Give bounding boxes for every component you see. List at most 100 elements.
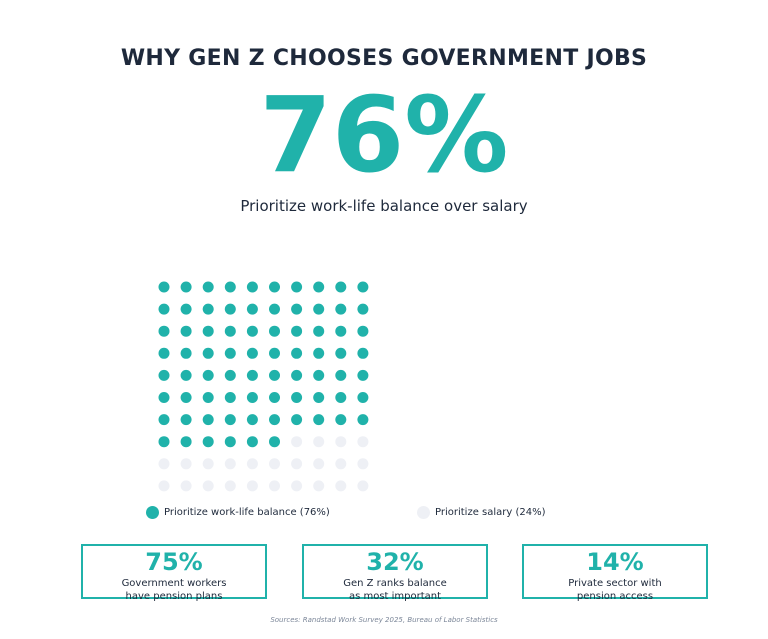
waffle-dot-salary bbox=[313, 480, 325, 492]
waffle-dot-balance bbox=[246, 392, 258, 403]
stat-value: 75% bbox=[145, 548, 203, 576]
waffle-dot-balance bbox=[357, 347, 369, 359]
waffle-dot-balance bbox=[269, 436, 280, 448]
waffle-dot-salary bbox=[291, 458, 303, 470]
waffle-dot-balance bbox=[246, 303, 258, 315]
waffle-dot-balance bbox=[158, 347, 170, 359]
hero-percentage: 76% bbox=[259, 74, 509, 196]
waffle-dot-balance bbox=[202, 325, 214, 337]
waffle-dot-salary bbox=[335, 436, 347, 448]
waffle-dot-salary bbox=[246, 480, 258, 492]
waffle-dot-balance bbox=[335, 281, 347, 293]
waffle-dot-balance bbox=[224, 369, 236, 381]
waffle-dot-balance bbox=[313, 281, 325, 293]
waffle-dot-salary bbox=[357, 458, 369, 470]
waffle-dot-salary bbox=[202, 480, 214, 492]
waffle-dot-balance bbox=[291, 414, 303, 426]
stat-value: 14% bbox=[586, 548, 644, 576]
legend-label-salary: Prioritize salary (24%) bbox=[435, 507, 546, 518]
waffle-dot-balance bbox=[269, 325, 280, 337]
stat-label: Government workers have pension plans bbox=[121, 578, 227, 602]
waffle-dot-balance bbox=[180, 369, 192, 381]
legend-item-balance: Prioritize work-life balance (76%) bbox=[146, 506, 330, 519]
waffle-dot-salary bbox=[202, 458, 214, 470]
waffle-dot-balance bbox=[291, 281, 303, 293]
hero-caption: Prioritize work-life balance over salary bbox=[240, 197, 528, 215]
waffle-dot-balance bbox=[158, 325, 170, 337]
waffle-dot-balance bbox=[180, 414, 192, 426]
waffle-dot-balance bbox=[291, 303, 303, 315]
waffle-dot-balance bbox=[291, 392, 303, 403]
waffle-dot-balance bbox=[246, 325, 258, 337]
waffle-dot-salary bbox=[269, 458, 280, 470]
waffle-dot-balance bbox=[180, 281, 192, 293]
waffle-dot-balance bbox=[357, 369, 369, 381]
waffle-dot-balance bbox=[224, 303, 236, 315]
waffle-dot-balance bbox=[202, 414, 214, 426]
waffle-dot-balance bbox=[158, 436, 170, 448]
waffle-dot-balance bbox=[335, 303, 347, 315]
waffle-dot-salary bbox=[246, 458, 258, 470]
waffle-dot-balance bbox=[180, 303, 192, 315]
waffle-dot-balance bbox=[202, 347, 214, 359]
waffle-dot-balance bbox=[202, 369, 214, 381]
waffle-dot-balance bbox=[357, 281, 369, 293]
legend-swatch-salary bbox=[417, 506, 430, 519]
waffle-dot-balance bbox=[313, 414, 325, 426]
waffle-chart bbox=[158, 281, 369, 492]
waffle-dot-salary bbox=[224, 458, 236, 470]
waffle-dot-balance bbox=[291, 347, 303, 359]
waffle-dot-balance bbox=[224, 325, 236, 337]
waffle-dot-balance bbox=[291, 325, 303, 337]
waffle-dot-balance bbox=[269, 303, 280, 315]
waffle-dot-salary bbox=[180, 480, 192, 492]
stat-label: Gen Z ranks balance as most important bbox=[343, 578, 447, 602]
sources-note: Sources: Randstad Work Survey 2025, Bure… bbox=[270, 616, 498, 624]
waffle-dot-balance bbox=[335, 325, 347, 337]
waffle-dot-balance bbox=[224, 347, 236, 359]
waffle-dot-salary bbox=[335, 458, 347, 470]
stat-value: 32% bbox=[366, 548, 424, 576]
waffle-dot-balance bbox=[357, 414, 369, 426]
waffle-dot-balance bbox=[158, 303, 170, 315]
waffle-dot-balance bbox=[269, 281, 280, 293]
waffle-dot-salary bbox=[357, 480, 369, 492]
waffle-dot-balance bbox=[269, 414, 280, 426]
legend-item-salary: Prioritize salary (24%) bbox=[417, 506, 546, 519]
waffle-dot-balance bbox=[269, 369, 280, 381]
legend-swatch-balance bbox=[146, 506, 159, 519]
waffle-dot-salary bbox=[158, 458, 170, 470]
waffle-dot-balance bbox=[335, 347, 347, 359]
waffle-dot-balance bbox=[180, 347, 192, 359]
waffle-dot-balance bbox=[202, 281, 214, 293]
waffle-dot-balance bbox=[246, 436, 258, 448]
waffle-dot-balance bbox=[246, 347, 258, 359]
waffle-dot-salary bbox=[335, 480, 347, 492]
waffle-dot-balance bbox=[357, 325, 369, 337]
waffle-dot-balance bbox=[291, 369, 303, 381]
waffle-dot-balance bbox=[313, 303, 325, 315]
waffle-dot-salary bbox=[291, 480, 303, 492]
waffle-dot-balance bbox=[158, 281, 170, 293]
waffle-dot-balance bbox=[202, 303, 214, 315]
waffle-dot-salary bbox=[313, 436, 325, 448]
stat-label: Private sector with pension access bbox=[568, 578, 662, 602]
waffle-dot-balance bbox=[335, 392, 347, 403]
waffle-dot-salary bbox=[180, 458, 192, 470]
waffle-dot-balance bbox=[335, 369, 347, 381]
waffle-dot-balance bbox=[313, 347, 325, 359]
waffle-dot-salary bbox=[224, 480, 236, 492]
waffle-dot-balance bbox=[224, 281, 236, 293]
waffle-dot-balance bbox=[202, 392, 214, 403]
waffle-dot-balance bbox=[269, 347, 280, 359]
waffle-dot-balance bbox=[180, 325, 192, 337]
waffle-dot-balance bbox=[180, 392, 192, 403]
waffle-dot-salary bbox=[313, 458, 325, 470]
waffle-dot-balance bbox=[158, 414, 170, 426]
waffle-dot-balance bbox=[180, 436, 192, 448]
waffle-dot-balance bbox=[246, 414, 258, 426]
waffle-dot-balance bbox=[313, 325, 325, 337]
waffle-dot-balance bbox=[335, 414, 347, 426]
legend-label-balance: Prioritize work-life balance (76%) bbox=[164, 507, 330, 518]
waffle-dot-balance bbox=[224, 392, 236, 403]
